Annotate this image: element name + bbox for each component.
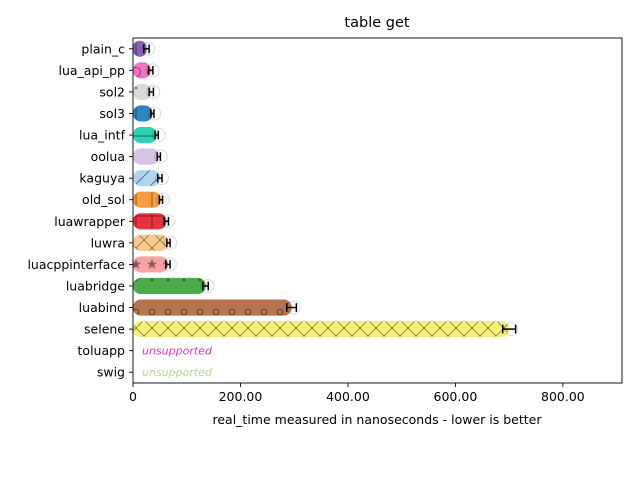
y-tick-label: plain_c [81,41,125,56]
y-tick-label: swig [97,365,125,380]
y-tick-label: sol2 [99,84,125,99]
plot-frame [132,37,623,384]
error-bar [154,130,160,140]
bar-end-marker [154,171,169,186]
y-tick-label: kaguya [79,171,125,186]
y-tick-label: lua_api_pp [59,63,126,78]
bar-end-marker [163,235,178,250]
bar [132,321,510,338]
x-tick-label: 600.00 [434,389,478,404]
chart-title: table get [344,15,409,31]
bar [132,277,206,295]
error-bar [165,260,171,269]
x-tick-label: 200.00 [219,389,263,404]
y-tick-label: luwra [91,235,125,250]
bar-end-marker [155,192,170,207]
error-bar [501,324,517,334]
bar [132,256,169,273]
error-bar [166,238,171,248]
error-bar [147,65,154,75]
error-bar [149,109,155,118]
error-bar [156,173,163,183]
x-tick-label: 400.00 [326,389,370,404]
unsupported-annotation: unsupported [142,345,213,358]
bar [132,213,167,230]
bar [132,148,160,165]
x-tick-label: 800.00 [541,389,585,404]
y-tick-label: selene [84,322,125,337]
bar-end-marker [153,149,168,164]
bar-end-marker [200,279,215,293]
bar-end-marker [141,41,156,56]
x-axis-label: real_time measured in nanoseconds - lowe… [212,412,542,427]
bar-end-marker [151,128,166,142]
bar [132,105,153,122]
bar-end-marker [162,257,177,272]
annotations: unsupported unsupported [142,345,213,380]
y-tick-label: lua_intf [79,128,126,143]
bar [132,234,169,251]
x-axis-ticks: 0 200.00 400.00 600.00 800.00 [129,383,585,404]
bar-end-marker [147,106,162,121]
error-bar [142,44,150,54]
bar [132,126,157,144]
x-tick-label: 0 [129,389,137,404]
y-tick-label: old_sol [82,192,125,207]
bar [132,299,292,316]
error-bar [163,216,170,226]
error-bar [148,87,155,97]
error-bar [156,152,162,161]
error-bar [202,281,209,291]
error-bar [158,195,164,205]
unsupported-annotation: unsupported [142,366,213,379]
y-tick-label: oolua [91,149,125,164]
bar-end-marker [161,214,176,229]
y-tick-label: luawrapper [54,214,126,229]
y-tick-label: luacppinterface [27,257,125,272]
y-tick-label: toluapp [78,343,126,358]
bars-layer [132,40,519,338]
bar-end-marker [146,84,161,99]
y-tick-label: luabind [79,300,125,315]
bar-end-marker [145,63,160,78]
y-tick-label: luabridge [66,278,125,293]
error-bar [285,303,298,312]
y-tick-label: sol3 [99,106,125,121]
